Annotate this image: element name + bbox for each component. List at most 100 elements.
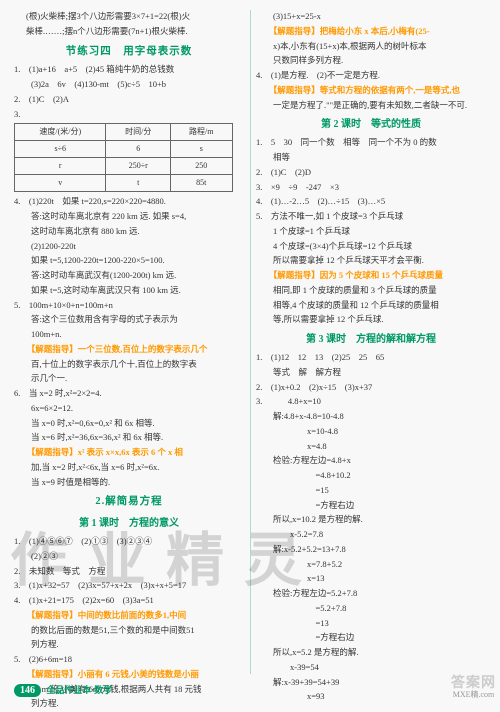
problem-line: 加,当 x=2 时,x²<6x,当 x=6 时,x²=6x. — [14, 461, 244, 474]
lesson-title: 第 2 课时 等式的性质 — [256, 117, 486, 132]
table-row: s÷6 6 s — [15, 141, 233, 158]
problem-line: 等式 解 解方程 — [256, 366, 486, 379]
problem-line: 答:这时动车离武汉有(1200-200t) km 远. — [14, 269, 244, 282]
problem-line: 2. (1)C (2)A — [14, 93, 244, 106]
table-cell: 85t — [171, 175, 232, 192]
problem-line: 解:4.8+x-4.8=10-4.8 — [256, 410, 486, 423]
problem-line: 3. — [14, 108, 244, 121]
lesson-title: 第 1 课时 方程的意义 — [14, 516, 244, 531]
problem-line: 4 个皮球=(3×4)个乒乓球=12 个乒乓球 — [256, 240, 486, 253]
left-column: (根)火柴棒;摆3个八边形需要3×7+1=22(根)火 柴棒.……;摆n个八边形… — [14, 10, 244, 712]
problem-line: x)本,小东有(15+x)本,根据两人的树叶标本 — [256, 40, 486, 53]
problem-line: (3)15+x=25-x — [256, 10, 486, 23]
problem-line: =5.2+7.8 — [256, 602, 486, 615]
problem-line: x-5.2=7.8 — [256, 528, 486, 541]
problem-line: 等,所以需要拿掉 12 个乒乓球. — [256, 313, 486, 326]
table-cell: v — [15, 175, 106, 192]
table-cell: s — [171, 141, 232, 158]
problem-line: 答:这时动车离北京有 220 km 远. 如果 s=4, — [14, 210, 244, 223]
problem-line: 如果 t=5,这时动车离武汉只有 100 km 远. — [14, 284, 244, 297]
problem-line: 相等,4 个皮球的质量和 12 个乒乓球的质量相 — [256, 299, 486, 312]
annotation-line: 【解题指导】把梅给小东 x 本后,小梅有(25- — [256, 25, 486, 38]
table-row: r 250÷r 250 — [15, 158, 233, 175]
problem-line: =15 — [256, 484, 486, 497]
problem-line: 百,十位上的数字表示几个十,百位上的数字表 — [14, 358, 244, 371]
problem-line: =方程右边 — [256, 631, 486, 644]
text-line: 柴棒.……;摆n个八边形需要(7n+1)根火柴棒. — [14, 25, 244, 38]
problem-line: 2. (1)x+0.2 (2)x÷15 (3)x+37 — [256, 381, 486, 394]
problem-line: 当 x=6 时,x²=36,6x=36,x² 和 6x 相等. — [14, 431, 244, 444]
problem-line: 6. 当 x=2 时,x²=2×2=4. — [14, 387, 244, 400]
problem-line: (3)2a 6v (4)130-mt (5)c÷5 10+b — [14, 78, 244, 91]
problem-line: 4. (1)220t 如果 t=220,s=220×220=4880. — [14, 195, 244, 208]
problem-line: 相同,即 1 个皮球的质量和 3 个乒乓球的质量 — [256, 284, 486, 297]
problem-line: =4.8+10.2 — [256, 469, 486, 482]
problem-line: 检验:方程左边=5.2+7.8 — [256, 587, 486, 600]
problem-line: 列方程. — [14, 638, 244, 651]
annotation-line: 【解题指导】x² 表示 x×x,6x 表示 6 个 x 相 — [14, 446, 244, 459]
problem-line: 这时动车离北京有 880 km 远. — [14, 225, 244, 238]
table-cell: 250÷r — [106, 158, 171, 175]
problem-line: x=4.8 — [256, 440, 486, 453]
footer-text: 全品作业本·数学 — [46, 685, 112, 695]
table-row: 速度/(米/分) 时间/分 路程/m — [15, 124, 233, 141]
problem-line: 1. (1)④⑤⑥⑦ (2)①③ (3)②③④ — [14, 535, 244, 548]
problem-line: 只数同样多列方程. — [256, 54, 486, 67]
problem-line: 4. (1)…-2…5 (2)…÷15 (3)…×5 — [256, 195, 486, 208]
problem-line: 相等 — [256, 151, 486, 164]
problem-line: 3. ×9 ÷9 -247 ×3 — [256, 181, 486, 194]
problem-line: =13 — [256, 617, 486, 630]
table-cell: 6 — [106, 141, 171, 158]
table-header: 速度/(米/分) — [15, 124, 106, 141]
logo-bottom: MXE精.com — [451, 691, 496, 700]
problem-line: x-39=54 — [256, 661, 486, 674]
answer-table: 速度/(米/分) 时间/分 路程/m s÷6 6 s r 250÷r 250 v… — [14, 123, 233, 192]
table-cell: s÷6 — [15, 141, 106, 158]
problem-line: 答:这个三位数用含有字母的式子表示为 — [14, 313, 244, 326]
site-logo: 答案网 MXE精.com — [451, 676, 496, 700]
annotation-line: 【解题指导】一个三位数,百位上的数字表示几个 — [14, 343, 244, 356]
lesson-title: 第 3 课时 方程的解和解方程 — [256, 332, 486, 347]
problem-line: =方程右边 — [256, 499, 486, 512]
table-cell: 250 — [171, 158, 232, 175]
problem-line: 5. 100m+10×0+n=100m+n — [14, 299, 244, 312]
annotation-line: 【解题指导】中间的数比前面的数多1,中间 — [14, 609, 244, 622]
logo-top: 答案网 — [451, 676, 496, 691]
problem-line: 5. (2)6+6m=18 — [14, 653, 244, 666]
text-line: (根)火柴棒;摆3个八边形需要3×7+1=22(根)火 — [14, 10, 244, 23]
annotation-line: 【解题指导】小丽有 6 元钱,小美的钱数是小丽 — [14, 668, 244, 681]
problem-line: 100m+n. — [14, 328, 244, 341]
problem-line: x=13 — [256, 572, 486, 585]
table-cell: r — [15, 158, 106, 175]
table-cell: t — [106, 175, 171, 192]
problem-line: 1. 5 30 同一个数 相等 同一个不为 0 的数 — [256, 136, 486, 149]
problem-line: 1. (1)12 12 13 (2)25 25 65 — [256, 351, 486, 364]
problem-line: x=7.8+5.2 — [256, 558, 486, 571]
problem-line: x=10-4.8 — [256, 425, 486, 438]
problem-line: 示几个一. — [14, 372, 244, 385]
problem-line: 的数比后面的数是51,三个数的和是中间数51 — [14, 624, 244, 637]
problem-line: 当 x=9 时值是相等的. — [14, 476, 244, 489]
page-number: 146 — [14, 684, 41, 697]
problem-line: 解:x-5.2+5.2=13+7.8 — [256, 543, 486, 556]
problem-line: 3. (1)x+32=57 (2)3x=57+x+2x (3)x+x+5=17 — [14, 579, 244, 592]
problem-line: 4. (1)x+21=175 (2)2x=60 (3)3a=51 — [14, 594, 244, 607]
problem-line: 检验:方程左边=4.8+x — [256, 454, 486, 467]
problem-line: 所以需要拿掉 12 个乒乓球天平才会平衡. — [256, 254, 486, 267]
annotation-line: 【解题指导】等式和方程的依据有两个,一是等式,也 — [256, 84, 486, 97]
problem-line: 当 x=0 时,x²=0,6x=0,x² 和 6x 相等. — [14, 417, 244, 430]
problem-line: 所以,x=10.2 是方程的解. — [256, 513, 486, 526]
problem-line: 如果 t=5,1200-220t=1200-220×5=100. — [14, 254, 244, 267]
problem-line: 2. (1)C (2)D — [256, 166, 486, 179]
problem-line: (2)②③ — [14, 550, 244, 563]
problem-line: 4. (1)是方程. (2)不一定是方程. — [256, 69, 486, 82]
section-title: 节练习四 用字母表示数 — [14, 44, 244, 60]
problem-line: 所以,x=5.2 是方程的解. — [256, 646, 486, 659]
right-column: (3)15+x=25-x 【解题指导】把梅给小东 x 本后,小梅有(25- x)… — [256, 10, 486, 712]
problem-line: 5. 方法不唯一,如 1 个皮球=3 个乒乓球 — [256, 210, 486, 223]
annotation-line: 【解题指导】因为 5 个皮球和 15 个乒乓球质量 — [256, 269, 486, 282]
table-header: 时间/分 — [106, 124, 171, 141]
section-title: 2.解简易方程 — [14, 494, 244, 510]
problem-line: 一定是方程了.""是正确的,要有未知数,二者缺一不可. — [256, 99, 486, 112]
problem-line: 1 个皮球=1 个乒乓球 — [256, 225, 486, 238]
